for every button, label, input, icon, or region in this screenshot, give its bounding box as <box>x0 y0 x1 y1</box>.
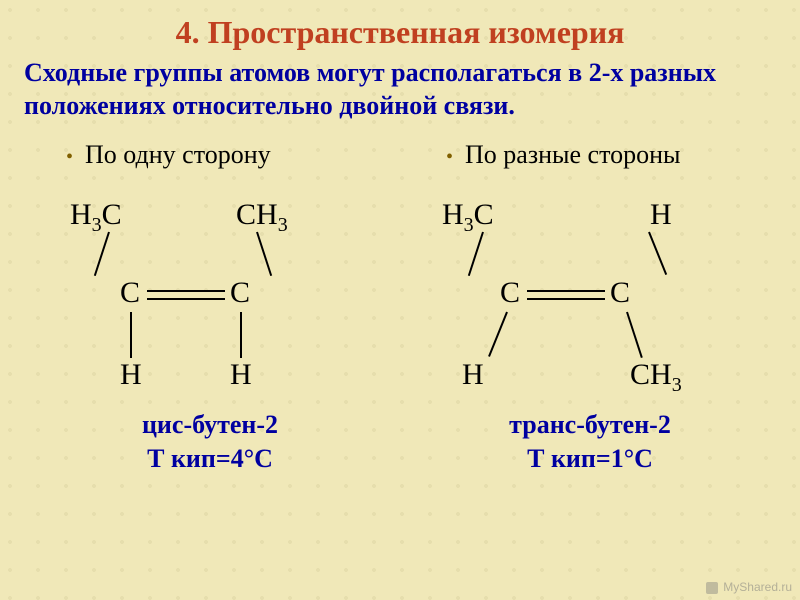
content-columns: • По одну сторону H3C CH3 C C H H цис-бу… <box>0 122 800 476</box>
right-column: • По разные стороны H3C H C C H CH3 тран… <box>400 140 780 476</box>
atom-h-top: H <box>650 198 672 232</box>
slide-subtitle: Сходные группы атомов могут располагатьс… <box>0 51 800 122</box>
cis-structure: H3C CH3 C C H H <box>20 198 400 408</box>
bond-double-top <box>527 290 605 292</box>
atom-h-bottom: H <box>462 358 484 392</box>
cis-caption: цис-бутен-2 Т кип=4°С <box>20 408 400 476</box>
watermark-icon <box>706 582 718 594</box>
cis-temp: Т кип=4°С <box>20 442 400 476</box>
trans-caption: транс-бутен-2 Т кип=1°С <box>400 408 780 476</box>
cis-name: цис-бутен-2 <box>20 408 400 442</box>
left-bullet-row: • По одну сторону <box>20 140 400 170</box>
bond <box>626 312 643 358</box>
watermark: MyShared.ru <box>706 580 792 594</box>
atom-c-left: C <box>120 276 140 310</box>
trans-structure: H3C H C C H CH3 <box>400 198 780 408</box>
atom-ch3: CH3 <box>630 358 682 397</box>
atom-c-left: C <box>500 276 520 310</box>
atom-h-right: H <box>230 358 252 392</box>
atom-h3c: H3C <box>442 198 494 237</box>
atom-h3c: H3C <box>70 198 122 237</box>
bond-double-bottom <box>147 298 225 300</box>
watermark-text: MyShared.ru <box>723 580 792 594</box>
trans-temp: Т кип=1°С <box>400 442 780 476</box>
right-bullet-text: По разные стороны <box>465 140 680 170</box>
atom-h-left: H <box>120 358 142 392</box>
right-bullet-row: • По разные стороны <box>400 140 780 170</box>
bond <box>488 312 508 357</box>
left-column: • По одну сторону H3C CH3 C C H H цис-бу… <box>20 140 400 476</box>
bullet-icon: • <box>446 146 453 169</box>
bond-double-bottom <box>527 298 605 300</box>
bullet-icon: • <box>66 146 73 169</box>
bond-double-top <box>147 290 225 292</box>
slide-title: 4. Пространственная изомерия <box>0 0 800 51</box>
bond <box>648 232 667 275</box>
left-bullet-text: По одну сторону <box>85 140 271 170</box>
atom-c-right: C <box>230 276 250 310</box>
bond <box>256 232 272 276</box>
atom-ch3: CH3 <box>236 198 288 237</box>
trans-name: транс-бутен-2 <box>400 408 780 442</box>
bond <box>94 232 110 276</box>
bond <box>468 232 484 276</box>
bond <box>240 312 242 358</box>
bond <box>130 312 132 358</box>
atom-c-right: C <box>610 276 630 310</box>
